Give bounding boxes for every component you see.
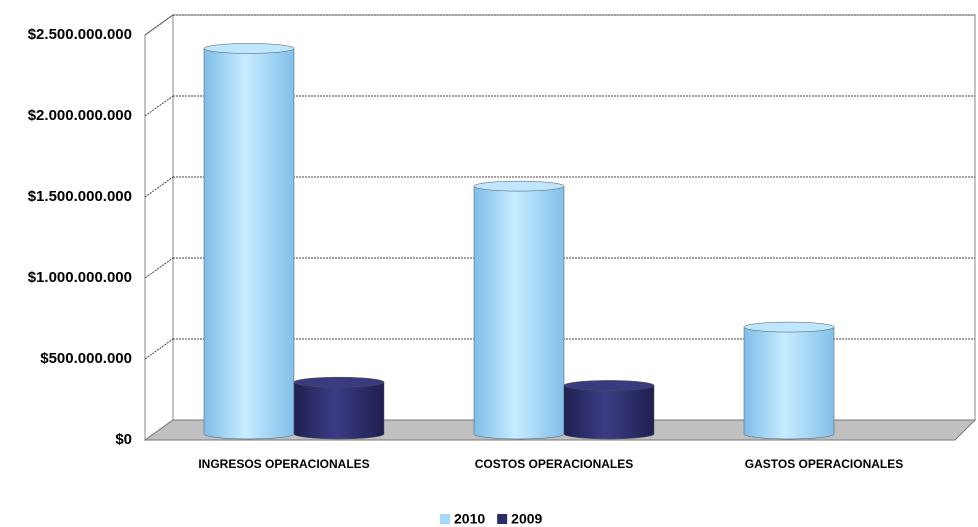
cylinder <box>473 185 565 440</box>
x-tick-label: INGRESOS OPERACIONALES <box>198 457 369 471</box>
cylinder-top <box>743 321 835 333</box>
x-tick-label: COSTOS OPERACIONALES <box>475 457 633 471</box>
cylinder <box>203 48 295 440</box>
tick-mark <box>144 95 174 117</box>
y-tick-label: $1.500.000.000 <box>28 188 132 205</box>
cylinder-top <box>473 180 565 192</box>
legend-swatch <box>440 514 450 524</box>
tick-mark <box>144 338 174 360</box>
tick-mark <box>144 176 174 198</box>
cylinder-top <box>563 380 655 391</box>
y-tick-label: $2.000.000.000 <box>28 107 132 124</box>
legend-swatch <box>497 514 508 524</box>
x-tick-label: GASTOS OPERACIONALES <box>745 457 903 471</box>
tick-mark <box>144 257 174 279</box>
cylinder-top <box>293 376 385 388</box>
y-tick-label: $2.500.000.000 <box>28 26 132 43</box>
cylinder <box>563 385 655 440</box>
tick-mark <box>144 14 174 36</box>
cylinder-top <box>203 43 295 54</box>
cylinder <box>743 326 835 440</box>
y-tick-label: $0 <box>115 431 132 448</box>
legend-label: 2009 <box>511 511 542 527</box>
y-tick-label: $1.000.000.000 <box>28 269 132 286</box>
cylinder <box>293 381 385 440</box>
y-tick-label: $500.000.000 <box>40 350 132 367</box>
side-wall <box>144 14 174 441</box>
legend-label: 2010 <box>454 511 485 527</box>
